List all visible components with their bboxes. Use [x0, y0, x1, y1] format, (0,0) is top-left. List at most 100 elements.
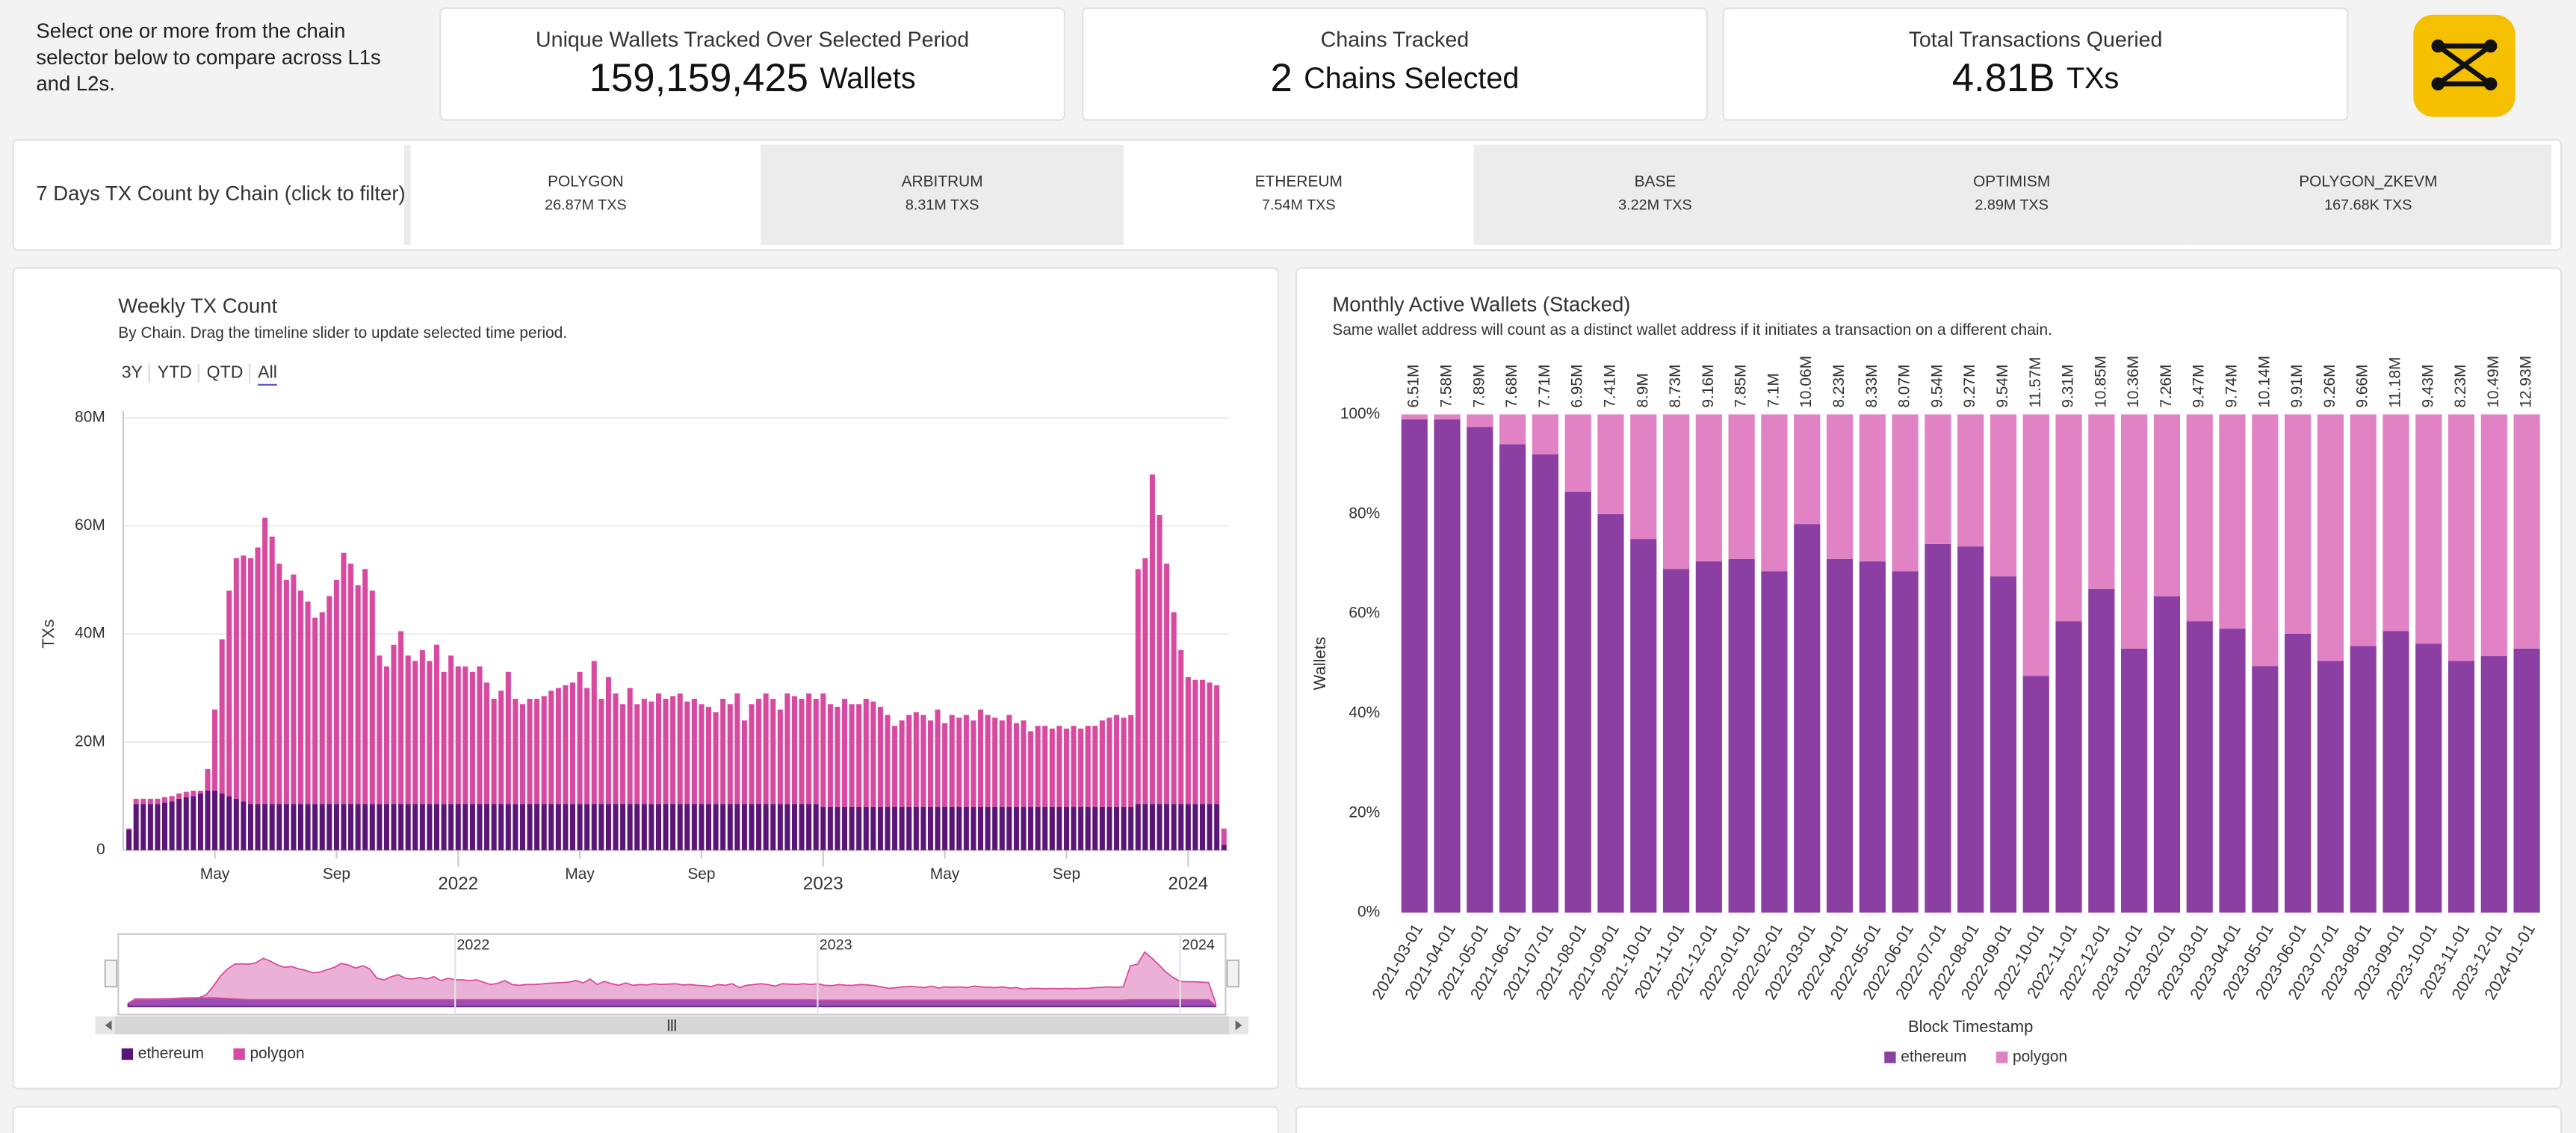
bar-segment	[684, 804, 690, 850]
bar-segment	[1957, 414, 1984, 547]
chain-tab[interactable]: POLYGON_ZKEVM 167.68K TXS	[2193, 144, 2544, 245]
scroll-left[interactable]	[105, 1020, 112, 1031]
bar-segment	[741, 804, 747, 850]
bar-segment	[935, 806, 941, 850]
bar-segment	[985, 714, 991, 807]
bar-segment	[1957, 546, 1984, 913]
bar-segment	[1185, 804, 1191, 850]
kpi-unit: Wallets	[820, 62, 915, 95]
chain-tab-bg	[1480, 144, 1830, 245]
bar-segment	[2317, 414, 2344, 661]
bar-segment	[519, 704, 525, 805]
range-button[interactable]: YTD	[158, 362, 192, 382]
bar-segment	[913, 712, 919, 807]
bar-segment	[784, 693, 790, 805]
bar-segment	[341, 552, 347, 805]
bar-segment	[555, 804, 561, 850]
bar-segment	[1662, 569, 1690, 913]
bar-segment	[491, 699, 497, 805]
bar-segment	[813, 804, 819, 850]
bar-segment	[2088, 414, 2115, 589]
bar-segment	[734, 693, 740, 805]
bar-segment	[269, 804, 275, 850]
bar-segment	[763, 693, 769, 805]
total-label: 11.57M	[2027, 357, 2044, 408]
bar-segment	[2513, 414, 2540, 649]
x-tick-label: 2022	[438, 874, 478, 894]
bar-segment	[791, 696, 798, 805]
bar-segment	[469, 804, 475, 850]
total-label: 9.26M	[2321, 365, 2338, 408]
bar-segment	[985, 806, 991, 850]
kpi-value-line: 2 Chains Selected	[1270, 56, 1519, 100]
bar-segment	[291, 574, 297, 805]
bar-segment	[827, 806, 833, 850]
chain-tab[interactable]: BASE 3.22M TXS	[1480, 144, 1830, 245]
chain-name: POLYGON_ZKEVM	[2299, 173, 2437, 191]
bar-segment	[791, 804, 798, 850]
bar-segment	[527, 699, 533, 805]
scroll-right[interactable]	[1235, 1020, 1242, 1031]
bar-segment	[1499, 444, 1526, 913]
chain-tab-bg	[1124, 144, 1474, 245]
bar-segment	[1063, 806, 1070, 850]
bar-segment	[1597, 414, 1624, 514]
bar-segment	[1214, 685, 1220, 805]
bar-segment	[1006, 714, 1012, 807]
bar-segment	[720, 699, 726, 805]
bar-segment	[691, 699, 697, 805]
y-tick-label: 80%	[1349, 504, 1380, 522]
kpi-card	[439, 7, 1066, 121]
bar-segment	[684, 701, 690, 805]
bar-segment	[197, 793, 203, 850]
chain-tab[interactable]: ARBITRUM 8.31M TXS	[767, 144, 1118, 245]
logo[interactable]	[2413, 14, 2515, 117]
total-label: 7.85M	[1733, 365, 1750, 408]
bar-segment	[183, 797, 189, 850]
x-tick-label: Sep	[1053, 865, 1080, 883]
chain-tab[interactable]: OPTIMISM 2.89M TXS	[1836, 144, 2187, 245]
bar-segment	[1185, 677, 1191, 805]
bar-segment	[699, 704, 705, 805]
bar-segment	[970, 806, 976, 850]
total-label: 9.54M	[1928, 365, 1945, 408]
x-axis-label: Block Timestamp	[1908, 1017, 2033, 1036]
chain-tab[interactable]: POLYGON 26.87M TXS	[410, 144, 761, 245]
bar-segment	[2415, 414, 2442, 644]
range-button[interactable]: QTD	[207, 362, 244, 382]
bar-segment	[233, 558, 239, 799]
bar-segment	[477, 804, 483, 850]
bar-segment	[333, 579, 339, 805]
total-label: 10.14M	[2255, 356, 2273, 408]
bar-segment	[813, 699, 819, 805]
bar-segment	[233, 798, 239, 850]
legend-label[interactable]: polygon	[250, 1045, 304, 1062]
bar-segment	[305, 601, 311, 805]
bar-segment	[2153, 596, 2181, 913]
range-button[interactable]: 3Y	[122, 362, 143, 382]
bar-segment	[920, 806, 926, 850]
bar-segment	[161, 802, 168, 850]
chain-tab[interactable]: ETHEREUM 7.54M TXS	[1124, 144, 1474, 245]
kpi-title: Total Transactions Queried	[1909, 28, 2163, 52]
bar-segment	[856, 704, 862, 807]
range-button[interactable]: All	[258, 362, 277, 382]
bar-segment	[2252, 666, 2279, 913]
logo-icon	[2435, 43, 2493, 87]
legend-label[interactable]: ethereum	[1901, 1048, 1966, 1065]
navigator-handle-left[interactable]	[104, 959, 118, 988]
bar-segment	[734, 804, 740, 850]
legend-swatch	[1996, 1052, 2008, 1063]
total-label: 8.07M	[1896, 365, 1913, 408]
bar-segment	[620, 804, 626, 850]
bar-segment	[1063, 728, 1070, 807]
bar-segment	[133, 804, 139, 850]
total-label: 7.71M	[1536, 365, 1553, 408]
legend-label[interactable]: polygon	[2013, 1048, 2067, 1065]
bar-segment	[892, 726, 898, 807]
next-panel-right	[1295, 1105, 2563, 1133]
y-tick-label: 80M	[75, 408, 105, 425]
navigator-handle-right[interactable]	[1226, 959, 1240, 988]
legend-label[interactable]: ethereum	[138, 1045, 204, 1062]
